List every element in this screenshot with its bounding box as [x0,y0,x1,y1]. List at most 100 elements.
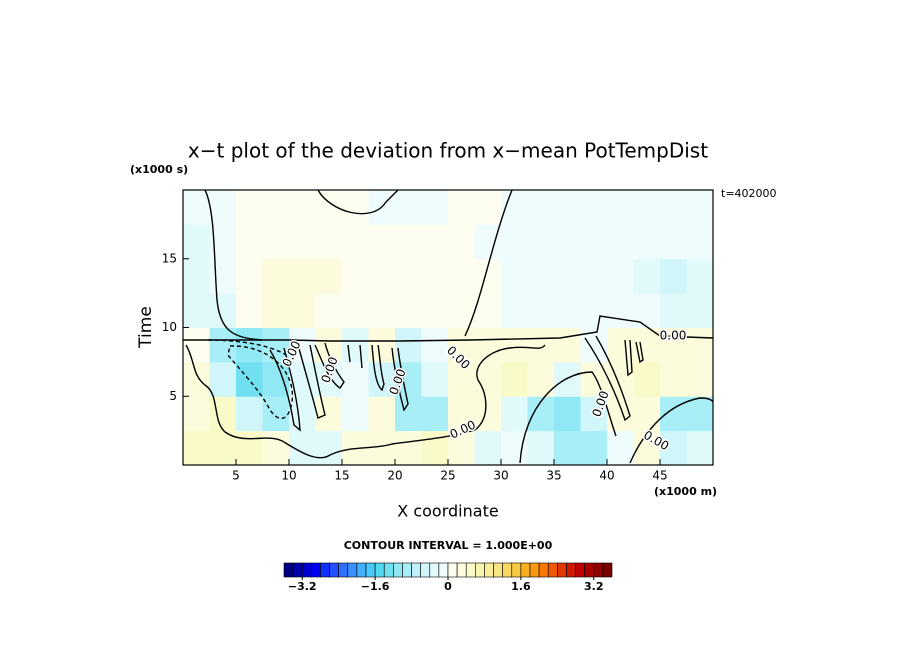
colorbar-box [447,562,458,578]
field-cell [660,190,687,225]
colorbar-box [311,562,321,578]
field-cell [395,190,422,225]
colorbar-box [429,562,440,578]
colorbar-box [547,562,558,578]
field-cell [183,258,210,294]
colorbar-box [301,562,312,578]
field-cell [501,258,528,294]
field-cell [289,361,316,397]
field-cell [633,258,661,294]
field-cell [209,190,237,225]
field-cell [501,224,528,260]
field-cell [395,224,422,260]
x-unit: (x1000 m) [654,485,717,498]
colorbar-box [338,562,349,578]
chart-title: x−t plot of the deviation from x−mean Po… [188,139,708,163]
annotation: t=402000 [721,187,777,200]
contour-label: 0.00 [660,329,687,343]
contour-line [624,339,644,377]
contours [183,189,714,464]
field-cell [580,258,608,294]
field-cell [262,396,290,432]
x-tick-label: 25 [440,469,455,483]
colorbar-box [602,562,613,578]
field-cell [660,361,687,397]
field-cell [368,430,396,466]
field-cell [660,327,687,363]
field-cell [395,430,422,466]
contour-interval: CONTOUR INTERVAL = 1.000E+00 [344,539,553,552]
field-cell [183,327,210,363]
field-cell [368,224,396,260]
colorbar-tick-label: 1.6 [511,580,531,593]
field-cell [527,430,555,466]
contour-line [519,371,617,464]
field-cell [501,396,528,432]
x-axis-label: X coordinate [397,502,498,521]
contour-line [584,335,631,422]
field-cell [633,293,661,328]
field-cell [527,224,555,260]
field-cell [342,327,369,363]
field-cell [368,258,396,294]
colorbar-tick-label: −1.6 [361,580,390,593]
colorbar-box [575,562,585,578]
field-cell [448,224,475,260]
field-cell [209,258,237,294]
contour-line [464,189,513,337]
field-cell [554,430,581,466]
field-cell [342,190,369,225]
field-cell [183,430,210,466]
field-cell [342,361,369,397]
colorbar-box [484,562,494,578]
field-cell [262,293,290,328]
colorbar-box [584,562,595,578]
field-cell [660,258,687,294]
field-cell [262,258,290,294]
x-tick-label: 40 [599,469,614,483]
field-cell [421,430,449,466]
field-cell [554,190,581,225]
field-cell [527,361,555,397]
colorbar-box [402,562,412,578]
field-cell [554,327,581,363]
field-cell [236,258,263,294]
field-cell [527,327,555,363]
colorbar-box [393,562,403,578]
field-cell [368,293,396,328]
colorbar-box [593,562,604,578]
field-cell [209,361,237,397]
field-cell [262,224,290,260]
field-cell [501,361,528,397]
field-cell [527,190,555,225]
colorbar-box [420,562,431,578]
field-cell [660,430,687,466]
colorbar-box [374,562,385,578]
field-cell [395,258,422,294]
field-cell [395,293,422,328]
contour-line [227,345,294,420]
contour-line [391,347,409,412]
field-cell [342,224,369,260]
x-tick-label: 20 [387,469,402,483]
field-cell [236,361,263,397]
colorbar-box [283,562,294,578]
field-cell [580,224,608,260]
field-cell [554,224,581,260]
field-cell [607,293,634,328]
field-cell [421,327,449,363]
field-cell [660,224,687,260]
x-tick-label: 5 [232,469,240,483]
field-cell [633,396,661,432]
field-cell [554,293,581,328]
field-cell [448,361,475,397]
colorbar-box [475,562,485,578]
y-tick-label: 10 [162,320,177,334]
field-cell [580,293,608,328]
colorbar-box [456,562,467,578]
field-cell [580,396,608,432]
field-cell [368,396,396,432]
x-tick-label: 30 [493,469,508,483]
field-cell [660,293,687,328]
colorbar-box [320,562,330,578]
